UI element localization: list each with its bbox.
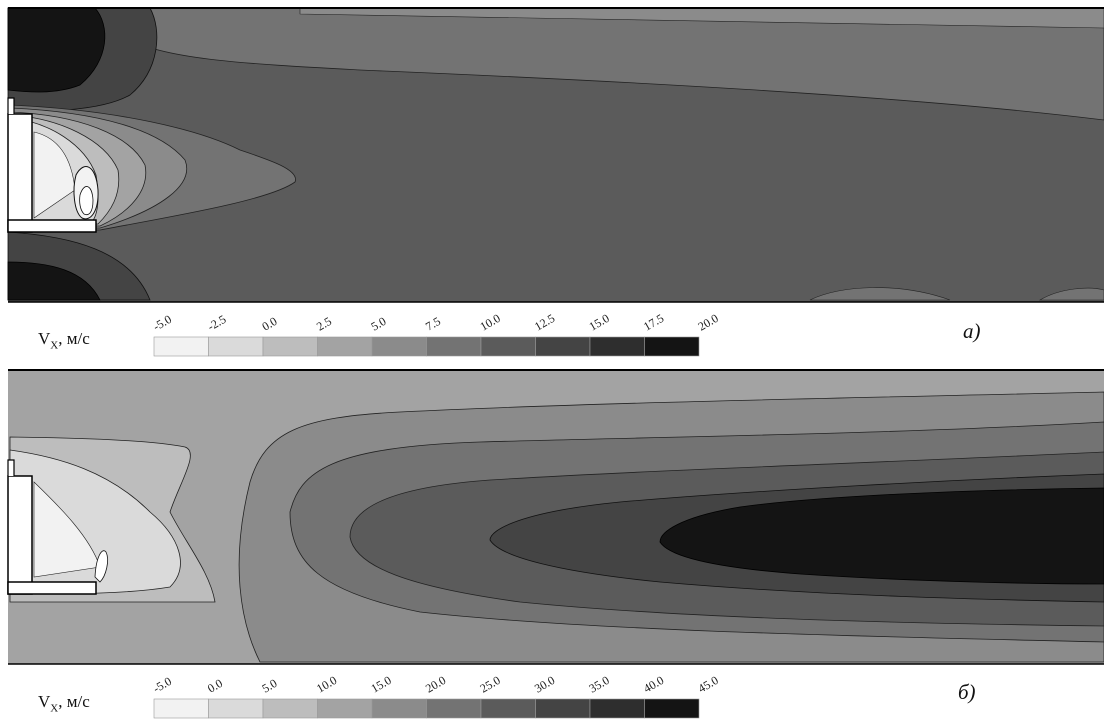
- colorbar-swatch: [426, 336, 482, 357]
- colorbar-swatch: [153, 698, 209, 719]
- colorbar-tick-label: 40.0: [641, 673, 666, 696]
- step-wall: [7, 475, 33, 595]
- colorbar-swatch: [535, 698, 591, 719]
- colorbar-tick-label: 2.5: [314, 314, 334, 334]
- colorbar-tick-label: 30.0: [532, 673, 557, 696]
- velocity-contour-field-a: [7, 7, 1104, 303]
- panel-label-b: б): [958, 680, 976, 704]
- colorbar-tick-label: 0.0: [260, 314, 280, 334]
- colorbar-tick-label: 10.0: [314, 673, 339, 696]
- step-wall: [7, 113, 33, 233]
- contour-band-bottom-recirc: [7, 261, 101, 301]
- colorbar-tick-label: 15.0: [369, 673, 394, 696]
- colorbar-tick-label: 20.0: [423, 673, 448, 696]
- colorbar-swatch: [589, 698, 645, 719]
- contour-band-bottom-bump: [809, 287, 951, 301]
- colorbar-swatch: [426, 698, 482, 719]
- panel-a: VX, м/с -5.0 -2.5 0.0 2.5 5.0 7.5 10.0 12.5 15.0…: [0, 7, 1104, 362]
- colorbar-tick-label: 45.0: [696, 673, 721, 696]
- step-floor: [7, 581, 97, 595]
- colorbar-tick-label: 25.0: [478, 673, 503, 696]
- colorbar-tick-label: 12.5: [532, 311, 557, 334]
- colorbar-tick-label: 0.0: [205, 676, 225, 696]
- colorbar-swatch: [589, 336, 645, 357]
- colorbar-swatch: [317, 336, 373, 357]
- panel-b: VX, м/с -5.0 0.0 5.0 10.0 15.0 20.0 25.0 30.0 35…: [0, 362, 1104, 720]
- colorbar-tick-label: 10.0: [478, 311, 503, 334]
- colorbar-swatch: [644, 698, 700, 719]
- colorbar-swatch: [371, 336, 427, 357]
- colorbar-swatch: [480, 336, 536, 357]
- colorbar-swatch: [480, 698, 536, 719]
- colorbar-swatch: [208, 336, 264, 357]
- colorbar-tick-label: -5.0: [151, 312, 174, 334]
- colorbar-tick-label: 5.0: [260, 676, 280, 696]
- colorbar-swatch: [262, 336, 318, 357]
- velocity-contour-field-b: [7, 369, 1104, 665]
- colorbar-tick-label: 35.0: [587, 673, 612, 696]
- colorbar-swatch: [535, 336, 591, 357]
- contour-band-jet-4: [659, 487, 1104, 585]
- colorbar-tick-label: 17.5: [641, 311, 666, 334]
- colorbar-tick-label: 5.0: [369, 314, 389, 334]
- colorbar-swatch: [208, 698, 264, 719]
- step-lip: [7, 459, 15, 476]
- contour-band-top-recirc: [7, 7, 106, 93]
- panel-label-a: a): [963, 319, 981, 343]
- colorbar-tick-label: 15.0: [587, 311, 612, 334]
- colorbar-row-a: VX, м/с -5.0 -2.5 0.0 2.5 5.0 7.5 10.0 12.5 15.0…: [0, 305, 1104, 362]
- colorbar-swatch: [371, 698, 427, 719]
- colorbar-swatch: [262, 698, 318, 719]
- step-floor: [7, 219, 97, 233]
- colorbar-swatch: [644, 336, 700, 357]
- colorbar-swatch: [317, 698, 373, 719]
- contour-band-upper-far: [8, 7, 1104, 121]
- colorbar-a: -5.0 -2.5 0.0 2.5 5.0 7.5 10.0 12.5 15.0 17.5 20.0: [151, 311, 721, 357]
- colorbar-tick-label: -2.5: [205, 312, 228, 334]
- step-lip: [7, 97, 15, 114]
- colorbar-swatch: [153, 336, 209, 357]
- colorbar-b: -5.0 0.0 5.0 10.0 15.0 20.0 25.0 30.0 35.0 40.0 45…: [151, 673, 721, 719]
- contour-band-upper-strip: [299, 7, 1104, 29]
- colorbar-tick-label: -5.0: [151, 674, 174, 696]
- colorbar-tick-label: 20.0: [696, 311, 721, 334]
- colorbar-tick-label: 7.5: [423, 314, 443, 334]
- contour-band-cavity-core-inner: [79, 186, 94, 216]
- colorbar-row-b: VX, м/с -5.0 0.0 5.0 10.0 15.0 20.0 25.0 30.0 35…: [0, 664, 1104, 720]
- colorbar-title-a: VX, м/с: [38, 329, 90, 352]
- colorbar-title-b: VX, м/с: [38, 692, 90, 715]
- contour-band-cavity-core: [94, 550, 108, 583]
